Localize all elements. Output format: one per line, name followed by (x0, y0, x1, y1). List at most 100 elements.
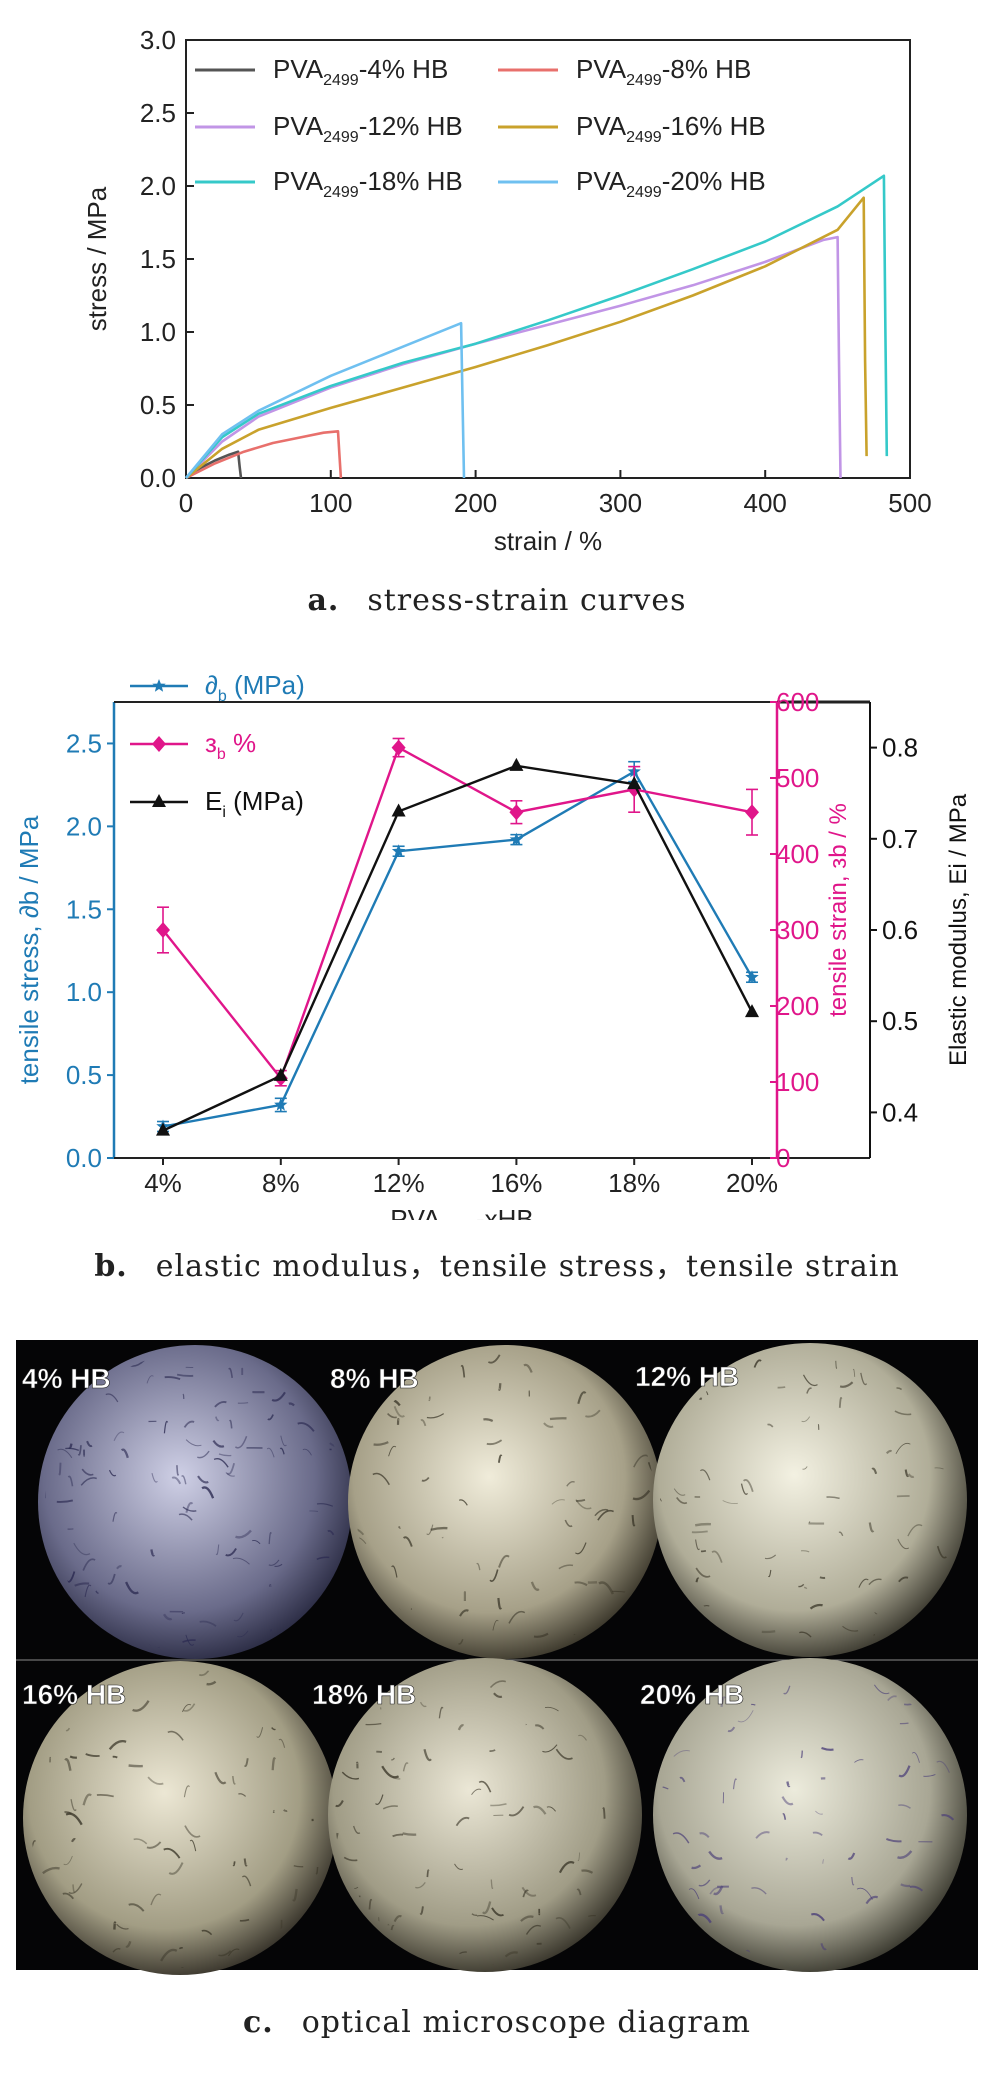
micrograph-field (38, 1345, 352, 1659)
texture-crack (896, 1387, 903, 1391)
texture-crack (574, 1581, 588, 1587)
legend-label-3-tail: -16% HB (662, 111, 766, 141)
texture-crack (801, 1416, 811, 1423)
legend-marker-1 (152, 736, 166, 752)
x-tick-label: 0 (179, 488, 193, 518)
texture-crack (163, 1420, 169, 1434)
texture-crack (132, 1700, 150, 1712)
micrograph-field (348, 1345, 662, 1659)
texture-crack (487, 1354, 501, 1364)
legend-label-4-tail: -18% HB (359, 166, 463, 196)
texture-crack (56, 1499, 74, 1503)
texture-crack (160, 1948, 178, 1962)
texture-crack (455, 1816, 470, 1827)
texture-crack (105, 1393, 119, 1403)
texture-crack (382, 1805, 398, 1810)
texture-crack (786, 1781, 791, 1788)
point-0-3 (509, 832, 524, 846)
texture-crack (239, 1918, 250, 1922)
texture-crack (151, 1472, 158, 1483)
texture-crack (426, 1413, 445, 1419)
y-tick-label: 2.5 (140, 98, 176, 128)
texture-crack (700, 1549, 707, 1553)
x-tick-label: 200 (454, 488, 497, 518)
left-tick-label: 2.5 (66, 728, 102, 758)
texture-crack (555, 1748, 573, 1760)
texture-crack (133, 1838, 148, 1845)
texture-crack (785, 1857, 788, 1861)
texture-crack (390, 1757, 395, 1761)
legend-label-1-tail: -8% HB (662, 54, 752, 84)
texture-crack (233, 1612, 244, 1622)
legend-label-2-main: PVA (273, 111, 324, 141)
texture-crack (85, 1753, 100, 1757)
texture-crack (727, 1726, 736, 1733)
texture-crack (602, 1807, 606, 1819)
texture-crack (228, 1367, 233, 1379)
texture-crack (900, 1883, 911, 1888)
texture-crack (69, 1755, 78, 1759)
texture-crack (476, 1562, 481, 1571)
texture-crack (65, 1447, 80, 1452)
left-tick-label: 1.0 (66, 977, 102, 1007)
texture-crack (839, 1381, 854, 1388)
texture-crack (327, 1530, 335, 1536)
texture-crack (899, 1722, 909, 1725)
micrograph-field (23, 1661, 337, 1975)
texture-crack (868, 1522, 875, 1533)
legend-marker-0 (152, 679, 166, 692)
texture-crack (764, 1554, 777, 1560)
legend-label-1-tail: % (226, 728, 256, 758)
texture-crack (128, 1903, 145, 1912)
texture-crack (588, 1915, 596, 1917)
texture-crack (201, 1929, 213, 1936)
texture-crack (454, 1863, 464, 1871)
texture-crack (316, 1556, 330, 1560)
texture-crack (697, 1913, 712, 1924)
texture-crack (164, 1376, 181, 1380)
texture-crack (181, 1703, 192, 1713)
texture-crack (372, 1472, 390, 1486)
texture-crack (426, 1524, 434, 1536)
texture-crack (181, 1612, 185, 1615)
caption-a: a. stress-strain curves (0, 583, 994, 618)
right-inner-tick-label: 100 (776, 1067, 819, 1097)
texture-crack (482, 1901, 492, 1915)
point-1-0 (156, 922, 170, 938)
texture-crack (426, 1869, 430, 1878)
texture-crack (476, 1915, 494, 1921)
texture-crack (521, 1886, 537, 1897)
texture-crack (162, 1613, 173, 1621)
texture-crack (218, 1950, 232, 1957)
texture-crack (858, 1578, 869, 1588)
micrograph-field (653, 1658, 967, 1972)
legend-label-2-sub: i (222, 804, 226, 821)
microscope-grid: 4% HB 8% HB 12% HB 16% HB 18% HB 20% HB (16, 1340, 978, 1975)
legend-label-4: PVA2499-18% HB (273, 166, 463, 201)
texture-crack (835, 1360, 838, 1369)
texture-crack (237, 1401, 249, 1404)
texture-crack (64, 1811, 72, 1815)
texture-crack (182, 1506, 197, 1512)
texture-crack (256, 1727, 264, 1738)
series-line-2 (185, 235, 842, 479)
point-1-5 (745, 804, 759, 821)
legend-label-2: PVA2499-12% HB (273, 111, 463, 146)
right-inner-tick-label: 0 (776, 1143, 790, 1173)
legend-label-2: Ei (MPa) (205, 786, 304, 821)
x-tick-label: 400 (744, 488, 787, 518)
texture-crack (525, 1924, 542, 1935)
texture-crack (934, 1467, 944, 1470)
texture-crack (368, 1898, 373, 1910)
series-line-1 (162, 745, 753, 1081)
texture-crack (897, 1850, 913, 1859)
texture-crack (504, 1951, 518, 1958)
panel-label-2: 12% HB (635, 1361, 739, 1392)
texture-crack (252, 1539, 261, 1545)
texture-crack (125, 1581, 139, 1595)
texture-crack (197, 1450, 210, 1459)
texture-crack (800, 1750, 803, 1759)
texture-crack (373, 1441, 389, 1446)
x-tick-label: 100 (309, 488, 352, 518)
